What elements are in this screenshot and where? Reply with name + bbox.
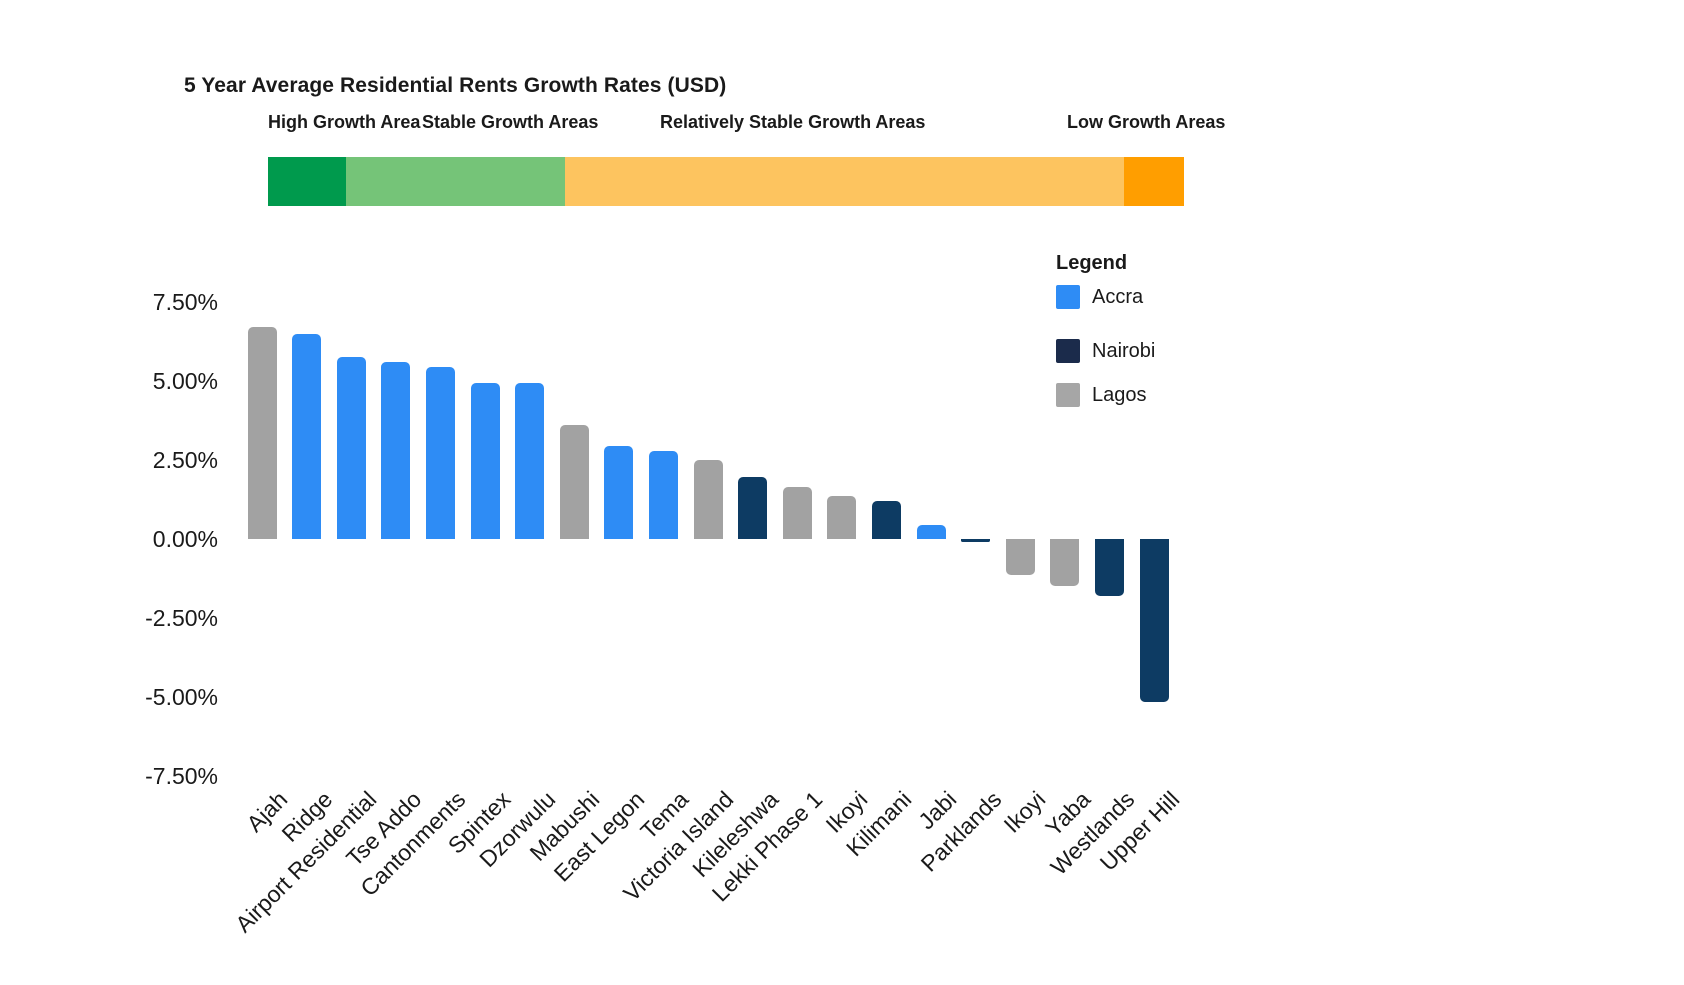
bar-parklands-nairobi <box>961 539 991 543</box>
zone-label-high-growth-area: High Growth Area <box>268 112 421 132</box>
bar-dzorwulu-accra <box>515 382 545 539</box>
legend-title: Legend <box>1056 252 1128 274</box>
bar-cantonments-accra <box>425 366 455 539</box>
y-axis-tick-label: 2.50% <box>152 447 218 473</box>
zone-segment-stable-growth-areas <box>346 157 565 206</box>
legend-swatch-nairobi <box>1056 339 1080 363</box>
bar-ridge-accra <box>292 333 322 539</box>
bar-spintex-accra <box>470 382 500 539</box>
y-axis-tick-label: 5.00% <box>152 368 218 394</box>
bar-jabi-accra <box>916 524 946 539</box>
zone-label-low-growth-areas: Low Growth Areas <box>1067 112 1226 132</box>
legend-swatch-accra <box>1056 285 1080 309</box>
bar-victoria-island-lagos <box>693 460 723 539</box>
bar-lekki-phase-1-lagos <box>782 486 812 539</box>
legend-item-label: Accra <box>1092 286 1144 308</box>
legend-item-label: Lagos <box>1092 384 1147 406</box>
bar-airport-residential-accra <box>336 357 366 539</box>
y-axis-tick-label: -7.50% <box>145 763 218 789</box>
bar-tema-accra <box>648 450 678 539</box>
bar-east-legon-accra <box>604 445 634 539</box>
growth-zone-band <box>268 157 1184 206</box>
bar-mabushi-lagos <box>559 425 589 539</box>
bar-westlands-nairobi <box>1094 539 1124 596</box>
chart-title: 5 Year Average Residential Rents Growth … <box>184 74 727 97</box>
zone-label-relatively-stable-growth-areas: Relatively Stable Growth Areas <box>660 112 926 132</box>
bar-upper-hill-nairobi <box>1139 539 1169 702</box>
y-axis-tick-label: -2.50% <box>145 605 218 631</box>
bar-kileleshwa-nairobi <box>738 477 768 539</box>
legend-swatch-lagos <box>1056 383 1080 407</box>
bar-kilimani-nairobi <box>871 501 901 539</box>
zone-segment-high-growth-area <box>268 157 346 206</box>
zone-segment-low-growth-areas <box>1124 157 1184 206</box>
bar-ajah-lagos <box>247 327 277 539</box>
bar-tse-addo-accra <box>381 362 411 539</box>
x-axis-category-label: Ikoyi <box>998 786 1051 838</box>
bar-ikoyi-lagos <box>1005 539 1035 576</box>
zone-segment-relatively-stable-growth-areas <box>565 157 1124 206</box>
y-axis-tick-label: 7.50% <box>152 289 218 315</box>
legend-item-label: Nairobi <box>1092 340 1156 362</box>
y-axis-tick-label: 0.00% <box>152 526 218 552</box>
bar-yaba-lagos <box>1050 539 1080 587</box>
zone-label-stable-growth-areas: Stable Growth Areas <box>422 112 599 132</box>
y-axis-tick-label: -5.00% <box>145 684 218 710</box>
bar-ikoyi-lagos <box>827 496 857 539</box>
